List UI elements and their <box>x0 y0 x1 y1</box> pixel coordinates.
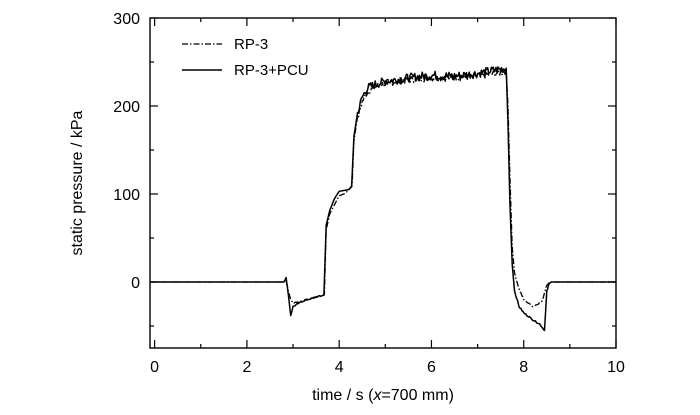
legend-label-rp3-pcu: RP-3+PCU <box>234 62 309 79</box>
y-tick-label: 0 <box>131 275 140 292</box>
series-line-rp3 <box>150 68 616 308</box>
x-tick-label: 6 <box>427 359 436 376</box>
x-tick-label: 0 <box>150 359 159 376</box>
axis-ticks <box>150 17 617 348</box>
x-tick-label: 2 <box>242 359 251 376</box>
x-tick-label: 8 <box>519 359 528 376</box>
legend-label-rp3: RP-3 <box>234 36 268 53</box>
y-tick-label: 300 <box>113 11 140 28</box>
y-tick-label: 200 <box>113 99 140 116</box>
plot-series-group <box>150 66 616 332</box>
plot-frame <box>149 17 617 349</box>
legend: RP-3 RP-3+PCU <box>182 36 309 79</box>
series-line-rp3-pcu <box>150 66 616 332</box>
x-tick-label: 10 <box>607 359 625 376</box>
y-axis-label: static pressure / kPa <box>69 110 86 255</box>
y-tick-label: 100 <box>113 187 140 204</box>
x-tick-label: 4 <box>335 359 344 376</box>
x-axis-label: time / s (x=700 mm) <box>312 387 454 404</box>
